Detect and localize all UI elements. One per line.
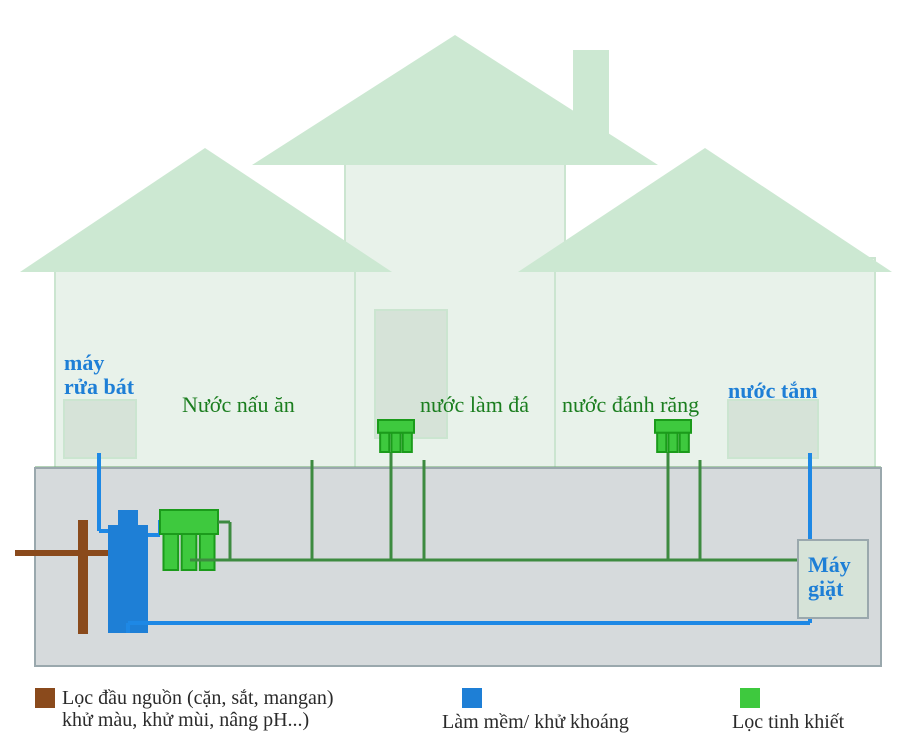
legend-text-purifier: Lọc tinh khiết — [732, 711, 845, 733]
filter-cartridge — [680, 433, 689, 452]
basement — [35, 468, 881, 666]
filter-head — [655, 420, 691, 433]
label-cooking: Nước nấu ăn — [182, 392, 295, 417]
filter-cartridge — [200, 534, 215, 570]
filter-cartridge — [182, 534, 197, 570]
filter-head — [160, 510, 218, 534]
filter-cartridge — [657, 433, 666, 452]
softener-top — [118, 510, 138, 525]
legend-swatch-prefilter — [35, 688, 55, 708]
right-wing-wall — [555, 258, 875, 468]
filter-head — [378, 420, 414, 433]
legend-text-prefilter: Lọc đầu nguồn (cặn, sắt, mangan)khử màu,… — [62, 687, 334, 731]
bath-box — [728, 400, 818, 458]
softener — [108, 525, 148, 633]
filter-cartridge — [391, 433, 400, 452]
filter-cartridge — [403, 433, 412, 452]
filter-cartridge — [668, 433, 677, 452]
fridge-box — [375, 310, 447, 438]
filter-cartridge — [380, 433, 389, 452]
filter-cartridge — [163, 534, 178, 570]
legend-swatch-purifier — [740, 688, 760, 708]
roof-right — [518, 148, 892, 272]
label-ice: nước làm đá — [420, 392, 529, 417]
legend-text-softener: Làm mềm/ khử khoáng — [442, 711, 629, 733]
label-teeth: nước đánh răng — [562, 392, 699, 417]
label-bath: nước tắm — [728, 378, 818, 403]
pre-to-soft-pipe — [88, 550, 110, 556]
legend-swatch-softener — [462, 688, 482, 708]
pre-filter — [78, 520, 88, 634]
dishwasher-box — [64, 400, 136, 458]
roof-left — [20, 148, 392, 272]
water-system-diagram: máyrửa bátnước tắmMáygiặtNước nấu ănnước… — [0, 0, 900, 744]
